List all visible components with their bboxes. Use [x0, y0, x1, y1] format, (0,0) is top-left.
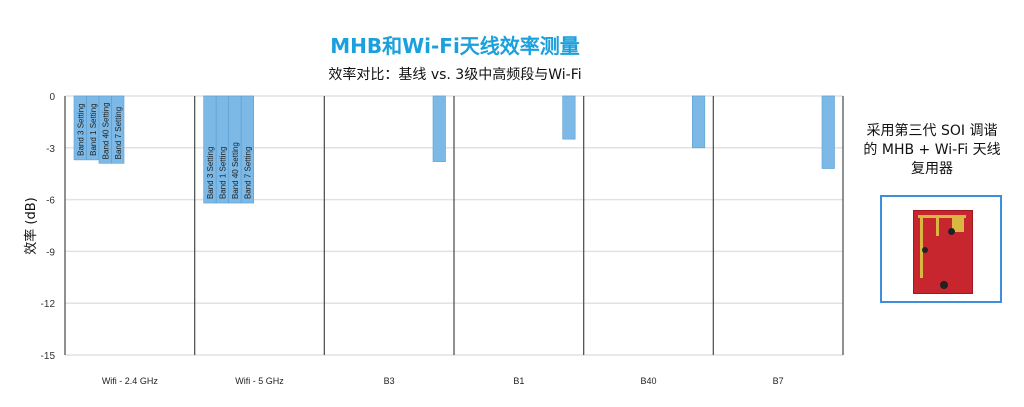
bar	[432, 95, 446, 162]
x-tick-label: B1	[513, 376, 524, 386]
bar-label: Band 3 Setting	[76, 103, 85, 155]
bar	[562, 95, 576, 140]
x-tick-label: Wifi - 5 GHz	[235, 376, 284, 386]
bar-label: Band 40 Setting	[101, 102, 110, 159]
y-tick-label: -6	[46, 196, 55, 207]
x-tick-label: Wifi - 2.4 GHz	[102, 376, 159, 386]
bar-label: Band 3 Setting	[206, 147, 215, 199]
pcb-photo	[913, 210, 973, 294]
side-caption: 采用第三代 SOI 调谐的 MHB + Wi-Fi 天线复用器	[863, 123, 1001, 177]
bar-label: Band 1 Setting	[218, 147, 227, 199]
x-tick-label: B40	[640, 376, 656, 386]
y-tick-label: -12	[41, 299, 56, 310]
x-tick-label: B3	[384, 376, 395, 386]
bar	[111, 95, 125, 164]
pcb-image-frame	[880, 195, 1002, 303]
y-tick-label: -3	[46, 144, 55, 155]
bar-label: Band 7 Setting	[114, 107, 123, 159]
x-tick-label: B7	[773, 376, 784, 386]
bar	[692, 95, 706, 149]
bar-label: Band 1 Setting	[89, 103, 98, 155]
bar	[821, 95, 835, 169]
chart-title: MHB和Wi-Fi天线效率测量	[330, 34, 580, 58]
bar-label: Band 7 Setting	[243, 147, 252, 199]
y-tick-label: -9	[46, 247, 55, 258]
bar	[240, 95, 254, 204]
y-tick-label: -15	[41, 351, 56, 362]
y-tick-label: 0	[49, 92, 55, 103]
y-axis-label: 效率 (dB)	[23, 197, 39, 254]
bar-label: Band 40 Setting	[231, 142, 240, 199]
chart-subtitle: 效率对比：基线 vs. 3级中高频段与Wi-Fi	[328, 67, 582, 83]
